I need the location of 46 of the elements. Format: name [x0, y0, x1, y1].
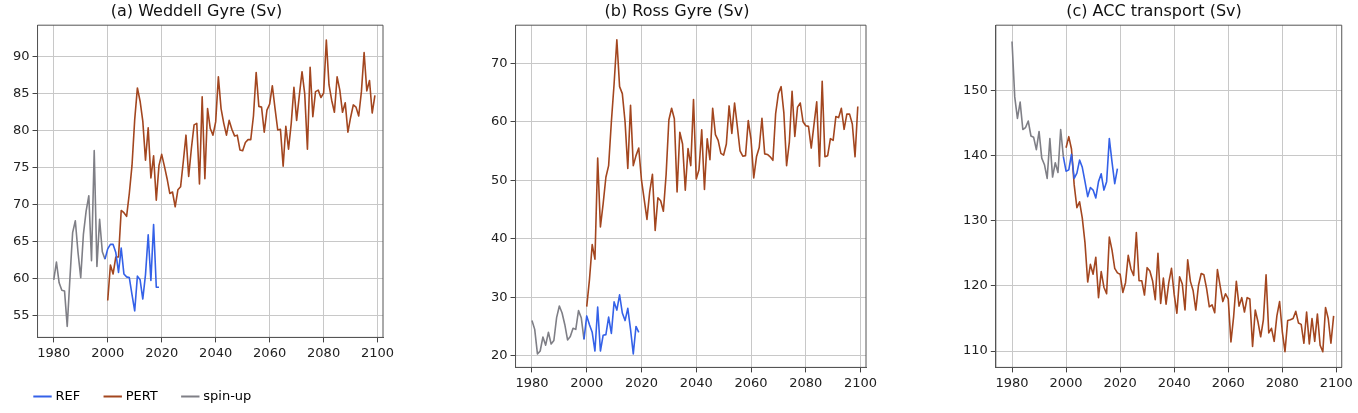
x-tick-label: 2080: [307, 344, 341, 360]
x-tick-label: 2080: [789, 374, 823, 390]
y-tick-label: 60: [13, 269, 30, 285]
x-tick-label: 2000: [1049, 374, 1083, 390]
x-tick-label: 2000: [91, 344, 125, 360]
y-tick-label: 20: [491, 347, 508, 363]
x-tick-label: 2040: [1157, 374, 1191, 390]
y-tick-label: 80: [13, 122, 30, 138]
x-tick-label: 2040: [679, 374, 713, 390]
x-tick-label: 2020: [145, 344, 179, 360]
legend-label: spin-up: [203, 387, 252, 403]
y-tick-label: 70: [491, 54, 508, 70]
x-tick-label: 2000: [570, 374, 604, 390]
x-tick-label: 1980: [995, 374, 1029, 390]
y-tick-label: 120: [962, 277, 988, 293]
x-tick-label: 2100: [843, 374, 878, 390]
chart-title: (a) Weddell Gyre (Sv): [110, 0, 283, 20]
y-tick-label: 75: [13, 159, 30, 175]
y-tick-label: 40: [491, 230, 508, 246]
x-tick-label: 2040: [199, 344, 233, 360]
x-tick-label: 2060: [734, 374, 768, 390]
x-tick-label: 2080: [1265, 374, 1299, 390]
y-tick-label: 65: [13, 232, 30, 248]
chart-title: (b) Ross Gyre (Sv): [604, 0, 750, 20]
x-tick-label: 2020: [1103, 374, 1137, 390]
y-tick-label: 30: [491, 288, 508, 304]
y-tick-label: 130: [962, 212, 988, 228]
x-tick-label: 2060: [1211, 374, 1245, 390]
x-tick-label: 1980: [515, 374, 549, 390]
x-tick-label: 2100: [1319, 374, 1353, 390]
chart-title: (c) ACC transport (Sv): [1066, 0, 1242, 20]
y-tick-label: 55: [13, 306, 30, 322]
y-tick-label: 60: [491, 113, 508, 129]
x-tick-label: 2060: [253, 344, 287, 360]
x-tick-label: 2020: [624, 374, 659, 390]
y-tick-label: 50: [491, 171, 508, 187]
y-tick-label: 110: [962, 342, 988, 358]
legend-label: REF: [55, 387, 81, 403]
x-tick-label: 2100: [361, 344, 395, 360]
legend-label: PERT: [125, 387, 158, 403]
y-tick-label: 150: [962, 81, 988, 97]
y-tick-label: 90: [13, 48, 30, 64]
y-tick-label: 70: [13, 195, 30, 211]
y-tick-label: 85: [13, 85, 30, 101]
x-tick-label: 1980: [37, 344, 71, 360]
y-tick-label: 140: [962, 146, 988, 162]
